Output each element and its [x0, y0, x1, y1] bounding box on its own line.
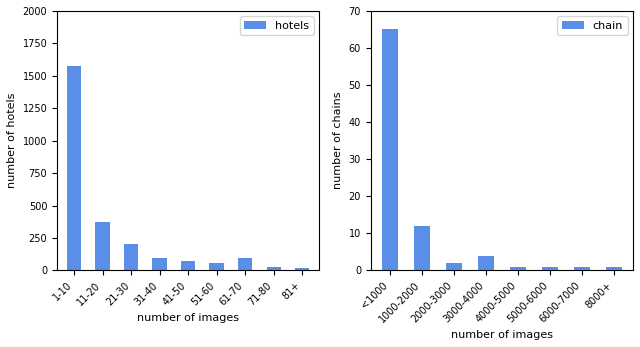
Bar	[124, 244, 138, 271]
Bar	[295, 268, 309, 271]
Bar	[152, 258, 167, 271]
Bar	[414, 226, 430, 271]
Bar	[382, 29, 398, 271]
Bar	[95, 222, 109, 271]
Bar	[542, 267, 558, 271]
Y-axis label: number of hotels: number of hotels	[7, 93, 17, 188]
Bar	[574, 267, 590, 271]
Y-axis label: number of chains: number of chains	[333, 92, 343, 189]
Legend: chain: chain	[557, 17, 627, 35]
X-axis label: number of images: number of images	[451, 330, 553, 340]
Bar	[266, 267, 281, 271]
Bar	[446, 263, 462, 271]
Bar	[67, 66, 81, 271]
Bar	[478, 256, 494, 271]
X-axis label: number of images: number of images	[137, 313, 239, 323]
Bar	[209, 263, 224, 271]
Bar	[606, 267, 622, 271]
Bar	[238, 257, 252, 271]
Bar	[181, 261, 195, 271]
Legend: hotels: hotels	[240, 17, 314, 35]
Bar	[510, 267, 526, 271]
